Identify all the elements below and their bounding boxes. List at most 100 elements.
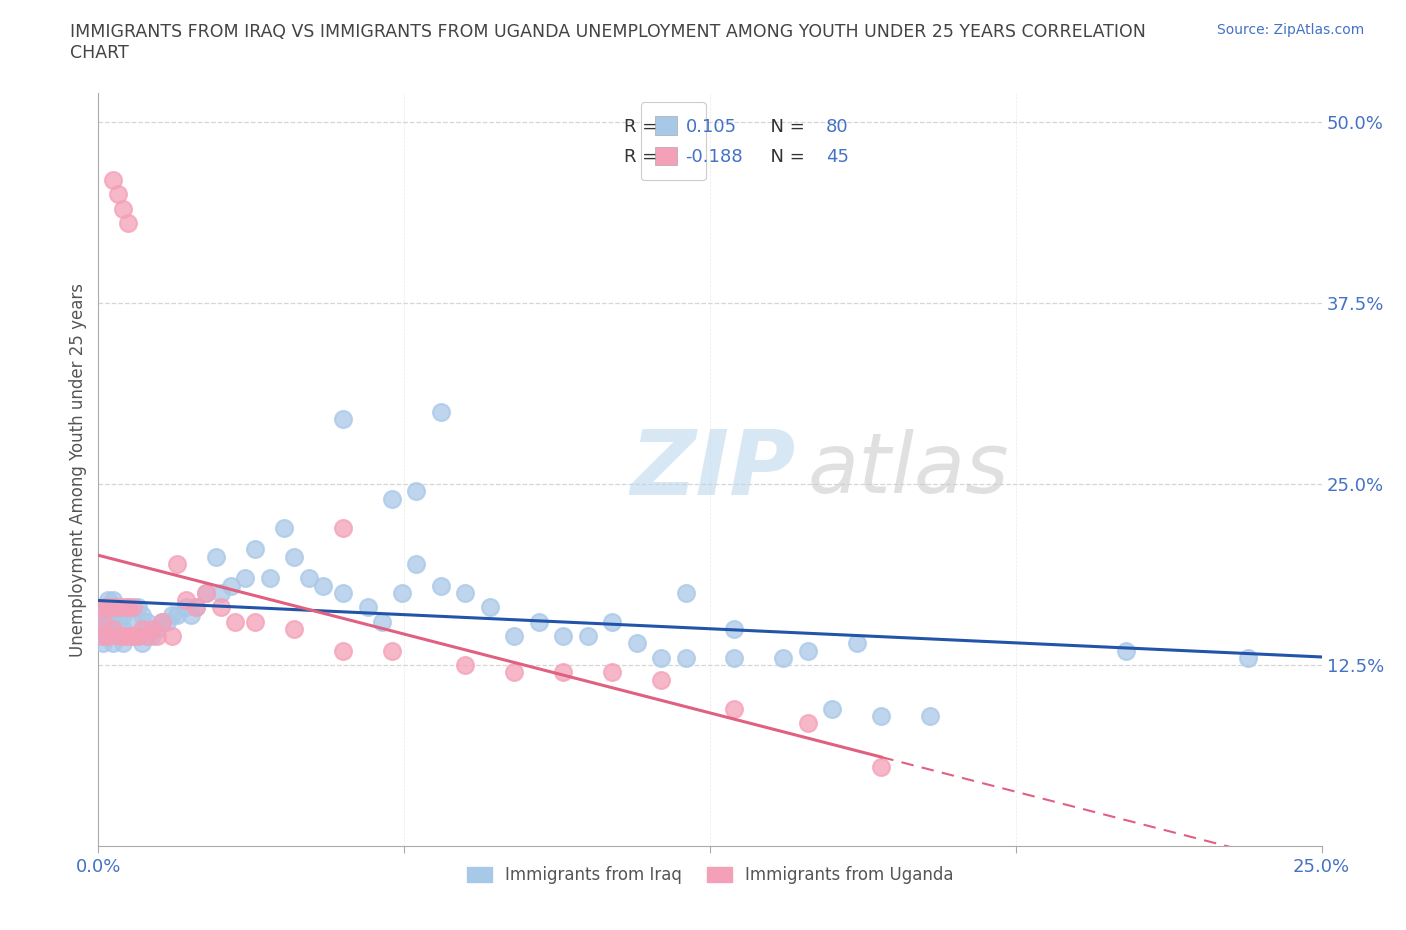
Point xyxy=(381,644,404,658)
Point xyxy=(576,629,599,644)
Point xyxy=(233,571,256,586)
Point xyxy=(186,600,208,615)
Point xyxy=(626,636,648,651)
Point xyxy=(160,607,183,622)
Point xyxy=(97,629,120,644)
Point xyxy=(600,615,623,630)
Point xyxy=(117,600,139,615)
Point xyxy=(97,600,120,615)
Point xyxy=(920,709,942,724)
Text: Source: ZipAtlas.com: Source: ZipAtlas.com xyxy=(1216,23,1364,37)
Point xyxy=(243,542,266,557)
Text: 80: 80 xyxy=(827,118,849,136)
Point xyxy=(117,629,139,644)
Point xyxy=(600,665,623,680)
Point xyxy=(160,629,183,644)
Point xyxy=(101,592,124,607)
Point xyxy=(131,607,153,622)
Point xyxy=(405,484,427,498)
Point xyxy=(91,629,114,644)
Point xyxy=(131,636,153,651)
Point xyxy=(675,585,697,600)
Point xyxy=(111,600,134,615)
Text: 45: 45 xyxy=(827,148,849,166)
Point xyxy=(101,621,124,636)
Point xyxy=(283,549,305,564)
Point xyxy=(166,607,188,622)
Point xyxy=(91,615,114,630)
Point xyxy=(97,600,120,615)
Point xyxy=(91,636,114,651)
Point xyxy=(136,629,159,644)
Point xyxy=(723,701,745,716)
Point xyxy=(1237,651,1260,666)
Point xyxy=(101,172,124,187)
Point xyxy=(150,615,173,630)
Point xyxy=(772,651,794,666)
Point xyxy=(127,629,149,644)
Point xyxy=(186,600,208,615)
Point xyxy=(454,658,477,672)
Point xyxy=(259,571,281,586)
Point xyxy=(205,549,228,564)
Point xyxy=(91,615,114,630)
Point xyxy=(131,621,153,636)
Point xyxy=(111,629,134,644)
Point xyxy=(97,629,120,644)
Text: R =: R = xyxy=(624,148,664,166)
Point xyxy=(553,665,575,680)
Point xyxy=(209,585,232,600)
Point xyxy=(121,615,143,630)
Point xyxy=(146,629,169,644)
Point xyxy=(166,556,188,571)
Point xyxy=(797,644,820,658)
Y-axis label: Unemployment Among Youth under 25 years: Unemployment Among Youth under 25 years xyxy=(69,283,87,657)
Point xyxy=(91,600,114,615)
Text: atlas: atlas xyxy=(808,429,1010,511)
Point xyxy=(870,759,893,774)
Point xyxy=(845,636,868,651)
Point xyxy=(273,520,295,535)
Point xyxy=(91,621,114,636)
Point xyxy=(127,600,149,615)
Point xyxy=(478,600,501,615)
Point xyxy=(180,607,202,622)
Point xyxy=(195,585,218,600)
Point xyxy=(356,600,378,615)
Point xyxy=(136,615,159,630)
Text: R =: R = xyxy=(624,118,664,136)
Text: ZIP: ZIP xyxy=(630,426,796,513)
Text: N =: N = xyxy=(759,148,810,166)
Point xyxy=(156,615,179,630)
Point xyxy=(136,629,159,644)
Point xyxy=(312,578,335,593)
Point xyxy=(101,621,124,636)
Point xyxy=(454,585,477,600)
Text: IMMIGRANTS FROM IRAQ VS IMMIGRANTS FROM UGANDA UNEMPLOYMENT AMONG YOUTH UNDER 25: IMMIGRANTS FROM IRAQ VS IMMIGRANTS FROM … xyxy=(70,23,1146,62)
Text: -0.188: -0.188 xyxy=(686,148,744,166)
Point xyxy=(527,615,550,630)
Point xyxy=(723,621,745,636)
Point xyxy=(107,629,129,644)
Point xyxy=(107,187,129,202)
Point xyxy=(97,615,120,630)
Point xyxy=(107,600,129,615)
Point xyxy=(209,600,232,615)
Point xyxy=(127,629,149,644)
Point xyxy=(797,716,820,731)
Point xyxy=(117,600,139,615)
Point xyxy=(101,636,124,651)
Point xyxy=(283,621,305,636)
Point xyxy=(503,629,526,644)
Point xyxy=(430,578,453,593)
Text: N =: N = xyxy=(759,118,810,136)
Point xyxy=(101,600,124,615)
Point xyxy=(111,636,134,651)
Point xyxy=(219,578,242,593)
Point xyxy=(141,629,163,644)
Point xyxy=(111,202,134,217)
Point xyxy=(195,585,218,600)
Point xyxy=(371,615,394,630)
Point xyxy=(111,621,134,636)
Point xyxy=(332,411,354,426)
